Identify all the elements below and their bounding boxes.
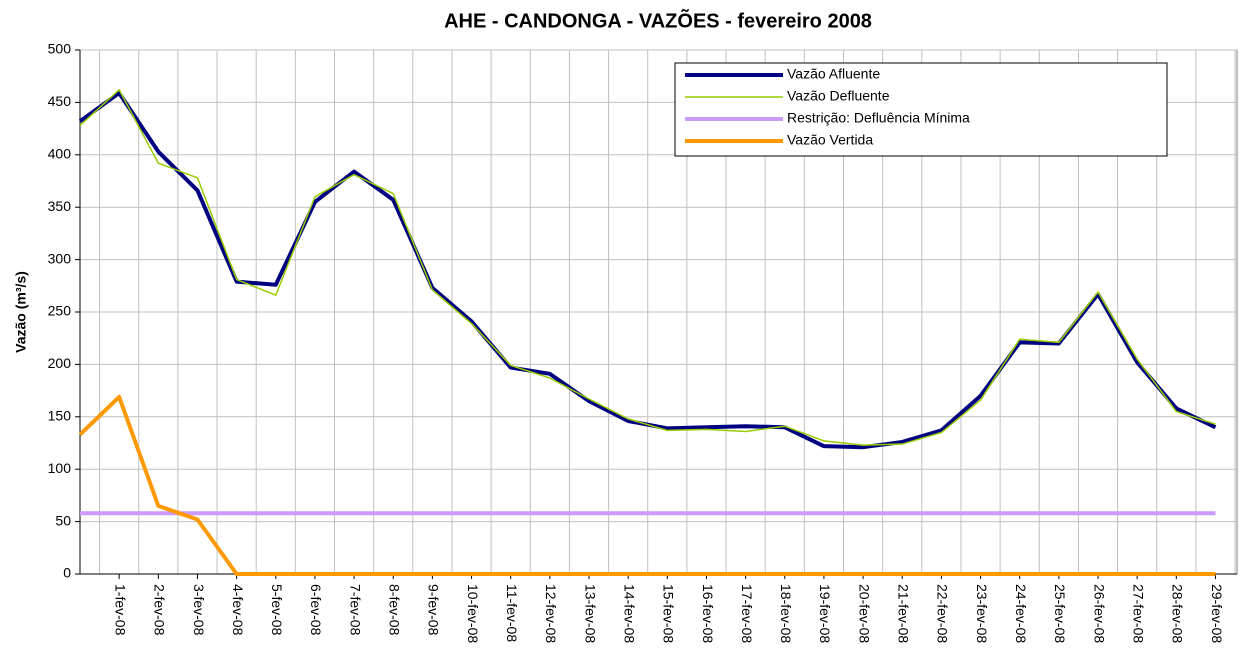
y-tick-label: 200 xyxy=(48,355,72,371)
y-tick-label: 150 xyxy=(48,408,72,424)
y-tick-label: 350 xyxy=(48,198,72,214)
legend-label: Vazão Vertida xyxy=(787,132,873,148)
x-tick-label: 17-fev-08 xyxy=(739,584,755,643)
x-tick-label: 14-fev-08 xyxy=(621,584,637,643)
y-tick-label: 400 xyxy=(48,146,72,162)
series-line xyxy=(78,394,1216,576)
x-tick-label: 20-fev-08 xyxy=(856,584,872,643)
x-tick-label: 22-fev-08 xyxy=(935,584,951,643)
x-tick-label: 28-fev-08 xyxy=(1170,584,1186,643)
x-tick-label: 27-fev-08 xyxy=(1130,584,1146,643)
series-line xyxy=(79,89,1216,446)
x-tick-label: 12-fev-08 xyxy=(543,584,559,643)
x-tick-label: 11-fev-08 xyxy=(504,584,520,642)
y-tick-label: 450 xyxy=(48,93,72,109)
x-tick-label: 3-fev-08 xyxy=(191,584,207,636)
x-tick-label: 4-fev-08 xyxy=(230,584,246,636)
y-axis-label: Vazão (m³/s) xyxy=(13,271,29,353)
x-tick-label: 29-fev-08 xyxy=(1209,584,1225,643)
x-tick-label: 19-fev-08 xyxy=(817,584,833,643)
x-tick-label: 15-fev-08 xyxy=(661,584,677,643)
y-tick-label: 50 xyxy=(55,512,71,528)
y-tick-label: 500 xyxy=(48,41,72,57)
x-tick-label: 23-fev-08 xyxy=(974,584,990,643)
y-tick-label: 100 xyxy=(48,460,72,476)
y-tick-label: 0 xyxy=(63,565,71,581)
chart-title: AHE - CANDONGA - VAZÕES - fevereiro 2008 xyxy=(444,8,872,32)
x-tick-label: 6-fev-08 xyxy=(308,584,324,636)
x-tick-label: 21-fev-08 xyxy=(896,584,912,643)
x-tick-label: 9-fev-08 xyxy=(426,584,442,636)
y-tick-label: 300 xyxy=(48,250,72,266)
x-tick-label: 26-fev-08 xyxy=(1091,584,1107,643)
x-tick-label: 18-fev-08 xyxy=(778,584,794,643)
x-tick-label: 7-fev-08 xyxy=(347,584,363,636)
x-tick-label: 16-fev-08 xyxy=(700,584,716,643)
x-tick-label: 2-fev-08 xyxy=(152,584,168,636)
legend-label: Vazão Afluente xyxy=(787,66,880,82)
x-tick-label: 24-fev-08 xyxy=(1013,584,1029,643)
x-tick-label: 25-fev-08 xyxy=(1052,584,1068,643)
y-tick-label: 250 xyxy=(48,303,72,319)
x-tick-label: 1-fev-08 xyxy=(112,584,128,636)
x-tick-label: 10-fev-08 xyxy=(465,584,481,643)
x-tick-label: 5-fev-08 xyxy=(269,584,285,636)
legend-label: Restrição: Defluência Mínima xyxy=(787,110,970,126)
x-tick-label: 13-fev-08 xyxy=(582,584,598,643)
legend-label: Vazão Defluente xyxy=(787,88,890,104)
x-tick-label: 8-fev-08 xyxy=(387,584,403,636)
